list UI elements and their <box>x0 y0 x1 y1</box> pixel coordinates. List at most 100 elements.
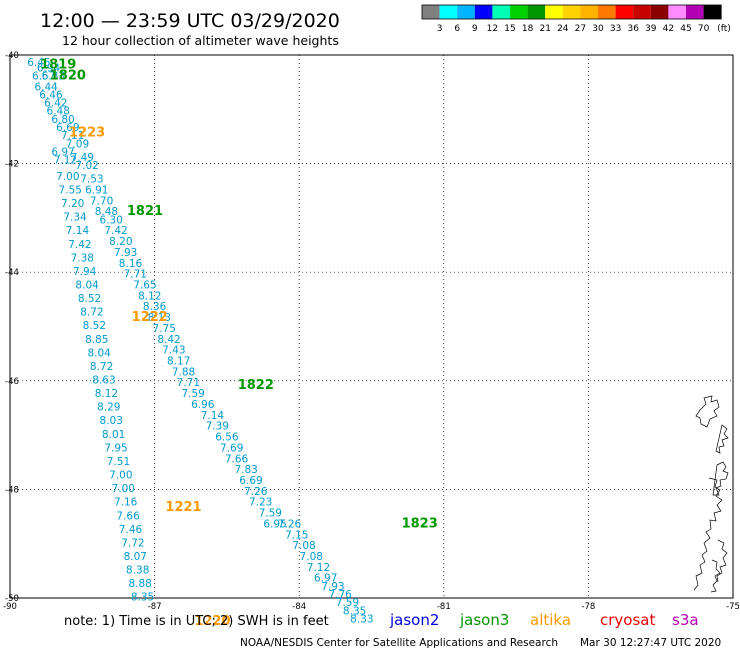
legend-swatch <box>650 5 669 19</box>
wave-height-label: 7.14 <box>66 225 90 237</box>
legend-swatch <box>439 5 458 19</box>
wave-height-label: 6.42 <box>44 98 67 110</box>
legend-label: 18 <box>522 24 534 34</box>
satellite-legend: jason2 jason3 altika cryosat s3a <box>389 611 699 629</box>
wave-height-label: 7.72 <box>121 537 144 549</box>
wave-height-label: 7.55 <box>59 184 82 196</box>
legend-label: 27 <box>575 24 586 34</box>
wave-height-label: 8.29 <box>97 402 120 414</box>
wave-height-label: 7.65 <box>133 279 156 291</box>
wave-height-label: 6.95 <box>263 518 286 530</box>
wave-height-label: 7.23 <box>249 497 272 509</box>
wave-height-label: 7.20 <box>61 198 84 210</box>
wave-height-label: 7.49 <box>71 152 94 164</box>
legend-swatch <box>633 5 651 19</box>
wave-height-label: 7.34 <box>63 212 87 224</box>
wave-height-label: 8.04 <box>75 279 99 291</box>
legend-border <box>421 4 722 20</box>
legend-swatch <box>598 5 616 19</box>
wave-height-label: 6.46 <box>39 89 63 101</box>
y-tick-label: -50 <box>5 594 19 604</box>
track-time-label: 1822 <box>238 378 274 393</box>
coastline-segment <box>693 477 723 591</box>
credit-text: NOAA/NESDIS Center for Satellite Applica… <box>240 637 558 649</box>
wave-height-label: 8.36 <box>143 301 167 313</box>
legend-swatch <box>580 5 598 19</box>
wave-height-label: 7.02 <box>75 160 98 172</box>
wave-height-label: 7.16 <box>114 497 138 509</box>
wave-height-label: 8.52 <box>78 293 101 305</box>
wave-height-label: 7.71 <box>177 377 200 389</box>
wave-height-label: 8.85 <box>85 334 108 346</box>
legend-label: 6 <box>454 24 460 34</box>
y-tick-label: -40 <box>5 51 19 61</box>
wave-height-label: 8.35 <box>343 605 366 617</box>
legend-swatch <box>422 5 440 19</box>
wave-height-label: 6.30 <box>100 214 123 226</box>
wave-height-label: 6.48 <box>47 106 70 118</box>
x-tick-label: -75 <box>726 602 740 612</box>
wave-height-label: 7.39 <box>206 421 229 433</box>
wave-height-label: 8.03 <box>100 415 123 427</box>
wave-height-label: 7.00 <box>109 470 132 482</box>
wave-height-label: 6.69 <box>56 122 79 134</box>
y-tick-label: -46 <box>5 377 19 387</box>
wave-height-label: 7.76 <box>328 589 352 601</box>
wave-height-label: 6.94 <box>37 62 61 74</box>
wave-height-label: 6.57 <box>32 70 55 82</box>
wave-height-label: 7.70 <box>90 195 113 207</box>
footer: note: 1) Time is in UTC; 2) SWH is in fe… <box>64 611 721 649</box>
y-tick-label: -42 <box>5 160 19 170</box>
satellite-jason2: jason2 <box>389 611 439 629</box>
legend-swatch <box>457 5 475 19</box>
track-time-label: 1220 <box>194 614 230 629</box>
wave-height-label: 7.93 <box>114 247 137 259</box>
legend-swatch <box>527 5 546 19</box>
wave-height-label: 7.09 <box>66 138 89 150</box>
legend-label: 15 <box>504 24 515 34</box>
wave-height-label: 7.12 <box>54 155 77 167</box>
wave-height-label: 8.63 <box>92 375 115 387</box>
wave-height-label: 7.43 <box>162 345 185 357</box>
coastline-segment <box>715 424 729 454</box>
wave-height-label: 8.13 <box>148 312 171 324</box>
wave-height-label: 6.96 <box>191 399 215 411</box>
map-title: 12:00 — 23:59 UTC 03/29/2020 <box>40 10 340 32</box>
wave-height-label: 7.53 <box>80 174 103 186</box>
track-time-label: 1221 <box>165 500 201 515</box>
wave-height-label: 7.42 <box>104 225 127 237</box>
legend-label: 33 <box>610 24 621 34</box>
legend-swatch <box>686 5 704 19</box>
track-time-label: 1222 <box>132 310 168 325</box>
wave-height-label: 6.97 <box>51 146 74 158</box>
wave-height-label: 7.11 <box>61 130 84 142</box>
wave-height-values: 6.456.946.576.336.446.466.426.486.806.69… <box>27 57 373 626</box>
wave-height-label: 8.12 <box>138 290 161 302</box>
wave-height-label: 8.72 <box>90 361 113 373</box>
legend-label: 30 <box>592 24 604 34</box>
wave-height-label: 8.01 <box>102 429 125 441</box>
legend-swatch <box>668 5 686 19</box>
satellite-jason3: jason3 <box>459 611 509 629</box>
wave-height-label: 6.44 <box>34 81 58 93</box>
map-subtitle: 12 hour collection of altimeter wave hei… <box>62 33 339 48</box>
satellite-altika: altika <box>530 611 571 629</box>
wave-height-label: 6.91 <box>85 184 108 196</box>
legend-swatch <box>562 5 581 19</box>
wave-height-label: 8.16 <box>119 258 143 270</box>
wave-height-label: 8.52 <box>83 320 106 332</box>
legend-swatch <box>615 5 634 19</box>
wave-height-label: 6.33 <box>42 70 65 82</box>
wave-height-label: 7.08 <box>292 540 315 552</box>
legend-label: 9 <box>472 24 478 34</box>
track-time-label: 1223 <box>69 125 105 140</box>
coastline-segment <box>716 539 728 583</box>
wave-height-label: 7.14 <box>201 410 225 422</box>
wave-height-label: 6.45 <box>27 57 50 69</box>
wave-height-label: 7.59 <box>181 388 204 400</box>
x-tick-label: -84 <box>292 602 306 612</box>
y-tick-label: -44 <box>5 268 19 278</box>
wave-height-label: 8.38 <box>126 565 149 577</box>
map-frame: -90 -87 -84 -81 -78 -75 -40 -42 -44 -46 -48 -50 <box>3 51 740 612</box>
